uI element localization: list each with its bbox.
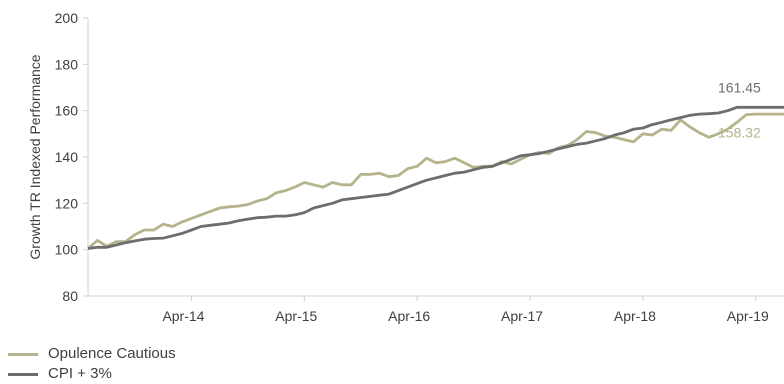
- legend-swatch-opulence-cautious: [8, 352, 38, 356]
- x-tick-label: Apr-16: [388, 308, 430, 324]
- y-tick-label: 140: [55, 149, 79, 165]
- legend-item-cpi-plus-3: CPI + 3%: [8, 364, 176, 384]
- legend-label-cpi-plus-3: CPI + 3%: [48, 365, 112, 382]
- y-tick-label: 160: [55, 103, 79, 119]
- legend: Opulence Cautious CPI + 3%: [8, 344, 176, 384]
- end-value-label-cpi-plus-3: 161.45: [718, 79, 761, 95]
- y-tick-label: 180: [55, 56, 79, 72]
- legend-item-opulence-cautious: Opulence Cautious: [8, 344, 176, 364]
- y-axis-title: Growth TR Indexed Performance: [27, 54, 43, 259]
- y-tick-label: 80: [62, 288, 78, 304]
- x-tick-label: Apr-15: [275, 308, 317, 324]
- y-tick-label: 100: [55, 242, 79, 258]
- y-tick-label: 200: [55, 10, 79, 26]
- legend-swatch-cpi-plus-3: [8, 372, 38, 376]
- x-tick-label: Apr-18: [614, 308, 656, 324]
- x-tick-label: Apr-19: [727, 308, 769, 324]
- x-tick-label: Apr-14: [162, 308, 204, 324]
- x-tick-label: Apr-17: [501, 308, 543, 324]
- line-chart: 80 100 120 140 160 180 200 Apr-14 Apr-15 Apr-16 Ap…: [27, 10, 784, 324]
- legend-label-opulence-cautious: Opulence Cautious: [48, 345, 176, 362]
- y-tick-label: 120: [55, 195, 79, 211]
- series-line-opulence-cautious: [87, 112, 784, 250]
- series-line-cpi-plus-3: [87, 105, 784, 250]
- end-value-label-opulence-cautious: 158.32: [718, 125, 761, 141]
